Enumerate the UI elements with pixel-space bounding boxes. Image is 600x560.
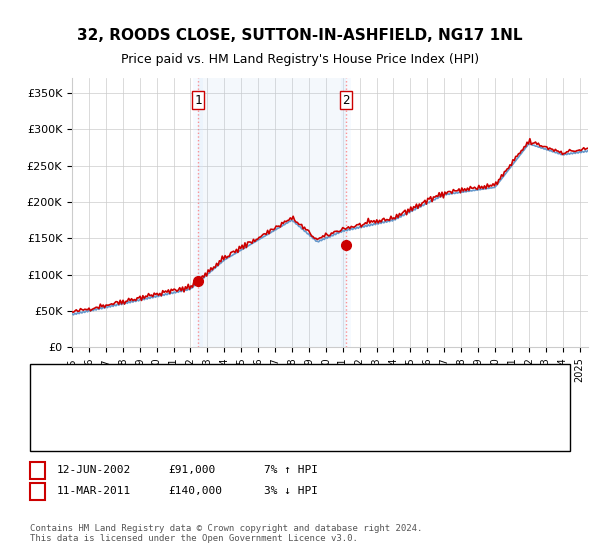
Text: HPI: Average price, detached house, Ashfield: HPI: Average price, detached house, Ashf… (84, 381, 381, 391)
Bar (193, 78, 203, 347)
Text: 1: 1 (34, 464, 41, 477)
Text: Contains HM Land Registry data © Crown copyright and database right 2024.
This d: Contains HM Land Registry data © Crown c… (30, 524, 422, 543)
Text: 2: 2 (34, 484, 41, 498)
Text: Price paid vs. HM Land Registry's House Price Index (HPI): Price paid vs. HM Land Registry's House … (121, 53, 479, 66)
Text: £91,000: £91,000 (168, 465, 215, 475)
Text: 1: 1 (194, 94, 202, 107)
Text: 3% ↓ HPI: 3% ↓ HPI (264, 486, 318, 496)
Text: 2: 2 (342, 94, 350, 107)
Text: 32, ROODS CLOSE, SUTTON-IN-ASHFIELD, NG17 1NL (detached house): 32, ROODS CLOSE, SUTTON-IN-ASHFIELD, NG1… (84, 366, 503, 376)
Text: £140,000: £140,000 (168, 486, 222, 496)
Text: 11-MAR-2011: 11-MAR-2011 (57, 486, 131, 496)
Bar (198, 78, 346, 347)
Text: 7% ↑ HPI: 7% ↑ HPI (264, 465, 318, 475)
Bar (341, 78, 351, 347)
Text: 12-JUN-2002: 12-JUN-2002 (57, 465, 131, 475)
Text: 32, ROODS CLOSE, SUTTON-IN-ASHFIELD, NG17 1NL: 32, ROODS CLOSE, SUTTON-IN-ASHFIELD, NG1… (77, 28, 523, 43)
